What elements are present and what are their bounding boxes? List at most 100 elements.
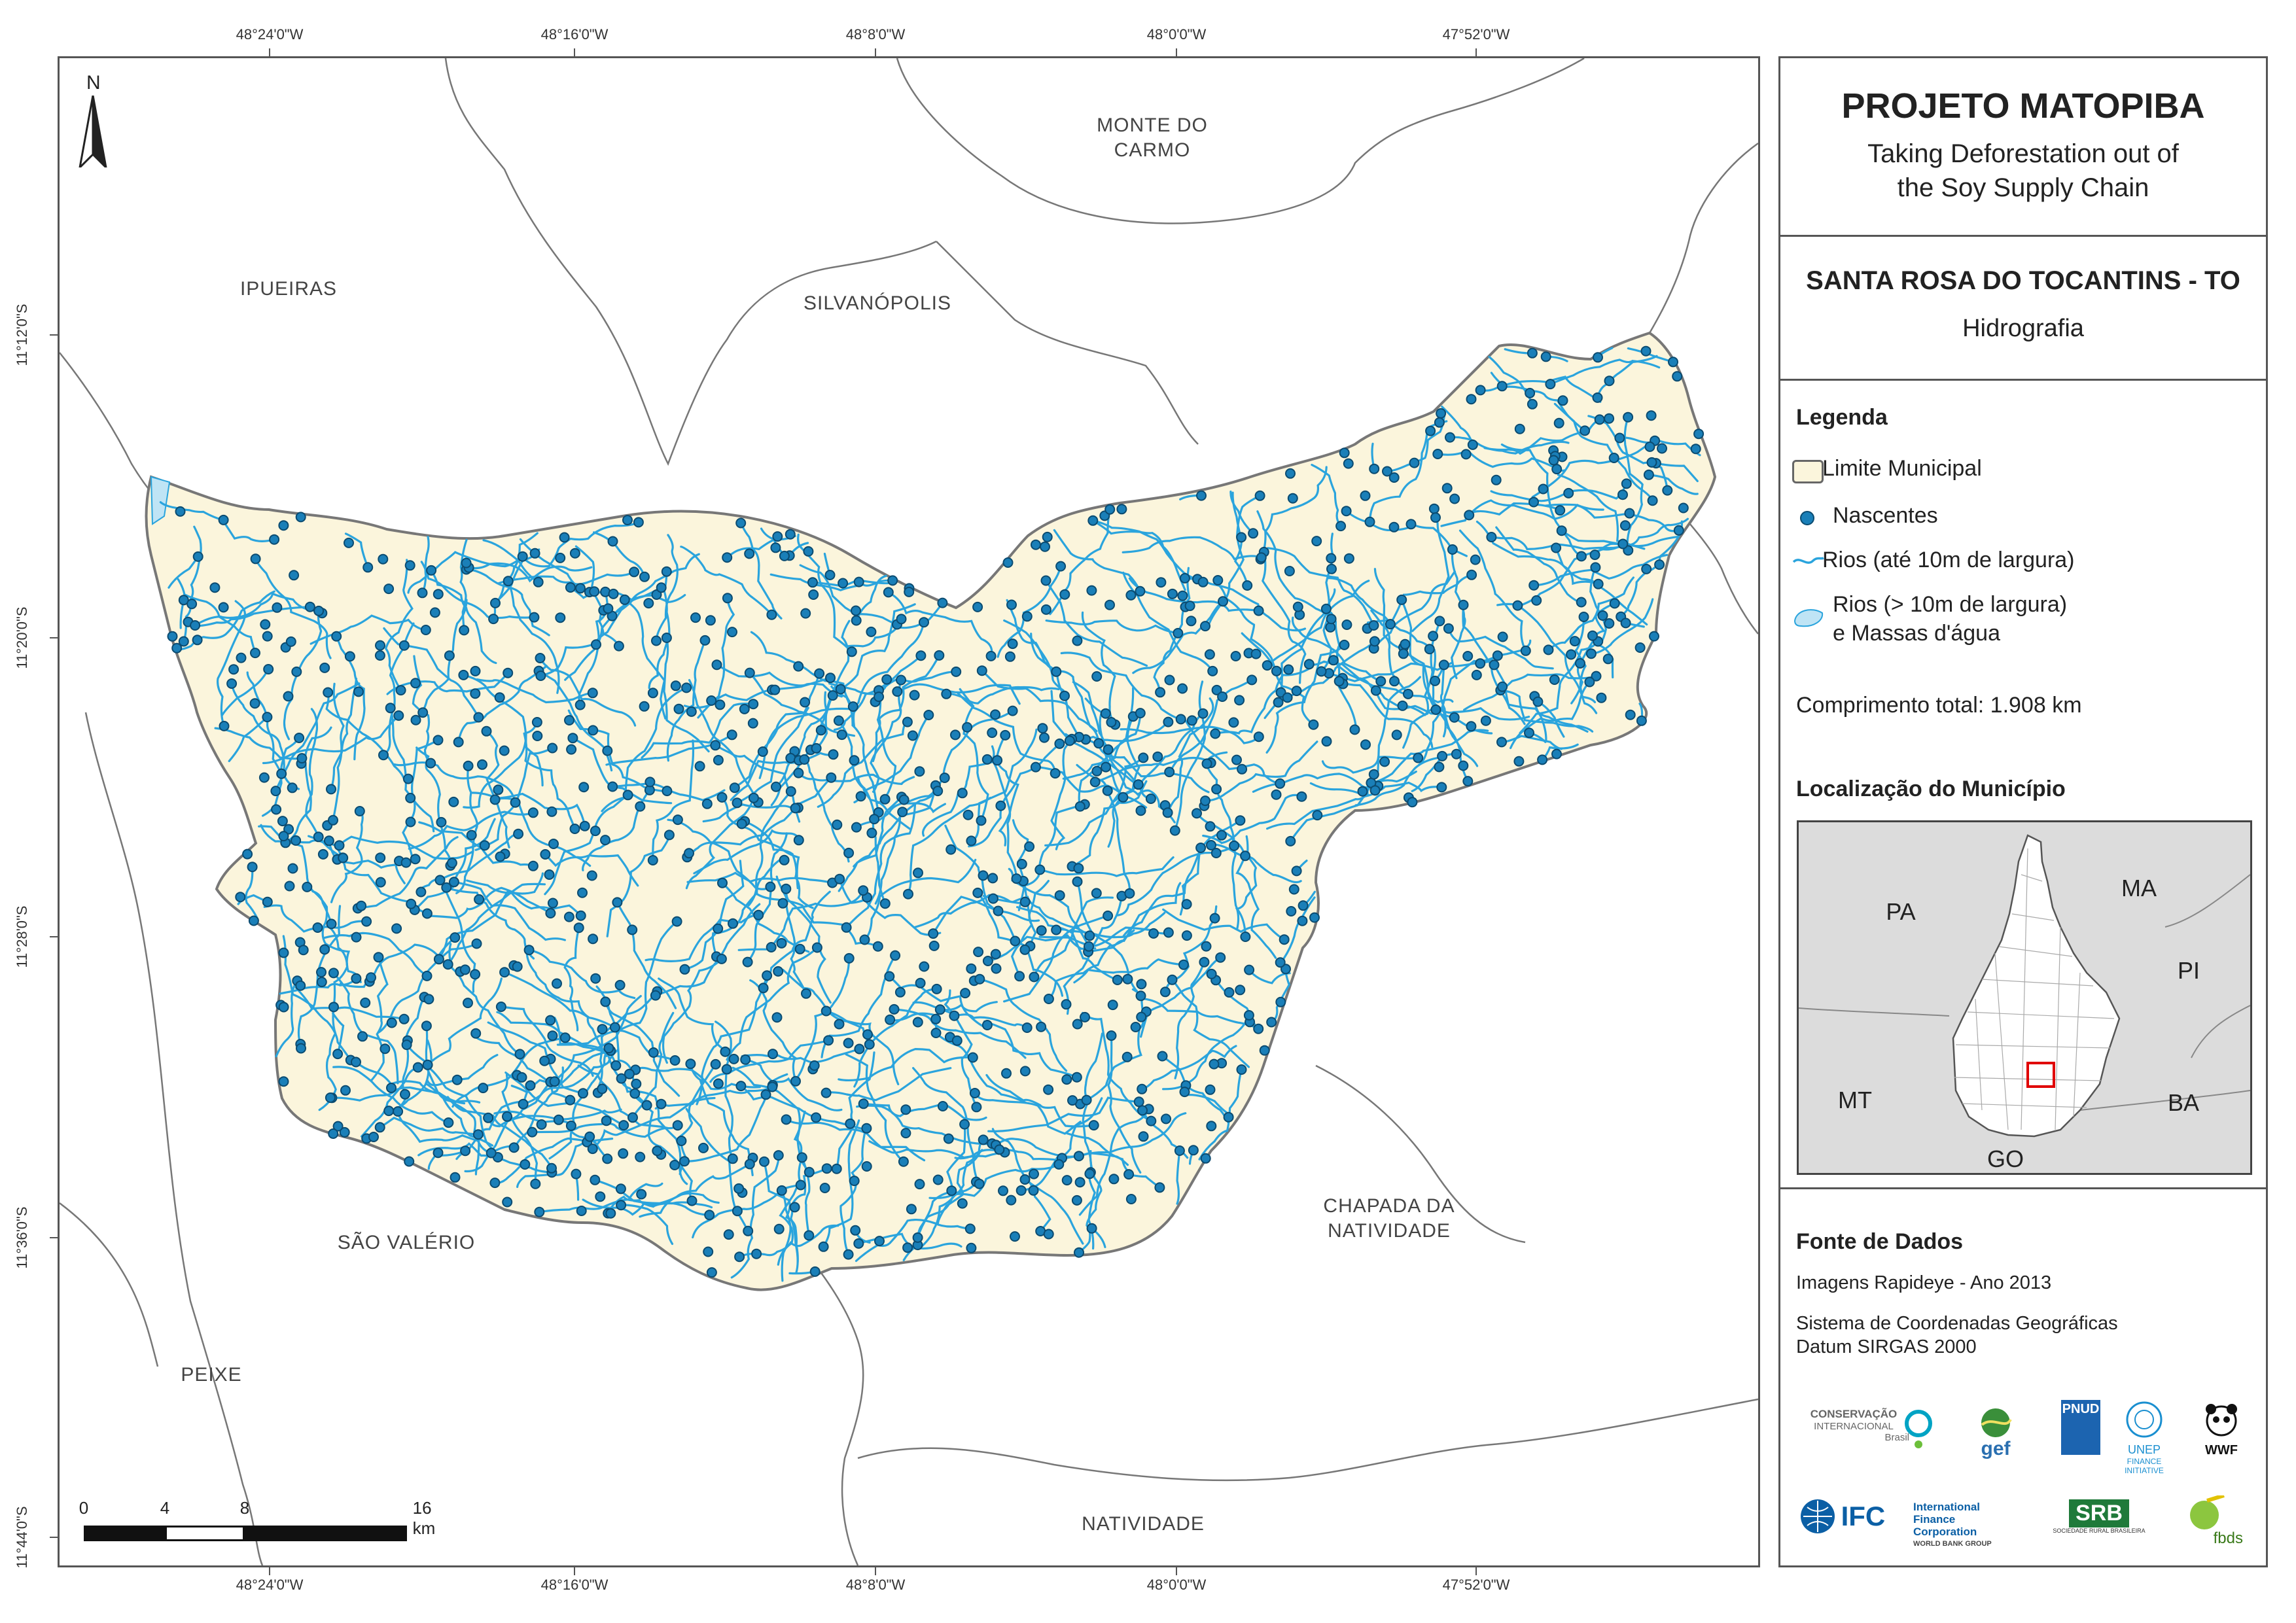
- river-segment: [825, 1067, 952, 1102]
- river-segment: [1072, 681, 1124, 799]
- river-segment: [1174, 961, 1205, 1079]
- spring-point: [1123, 1169, 1135, 1180]
- spring-point: [974, 973, 985, 985]
- spring-point: [171, 642, 183, 654]
- spring-point: [794, 943, 805, 954]
- spring-point: [1624, 508, 1635, 519]
- spring-point: [1093, 738, 1104, 749]
- spring-point: [323, 835, 334, 846]
- spring-point: [540, 849, 551, 860]
- river-segment: [274, 682, 361, 792]
- spring-point: [879, 898, 891, 909]
- spring-point: [624, 1068, 635, 1079]
- spring-point: [565, 582, 576, 593]
- spring-point: [591, 639, 601, 650]
- spring-point: [1644, 441, 1655, 452]
- spring-point: [1108, 1174, 1120, 1185]
- spring-point: [861, 1123, 872, 1134]
- river-segment: [815, 620, 851, 750]
- logo-conservacao-internacional: CONSERVAÇÃO INTERNACIONAL Brasil: [1810, 1408, 1909, 1443]
- spring-point: [451, 1074, 463, 1085]
- river-segment: [769, 573, 894, 591]
- spring-point: [962, 722, 973, 733]
- river-segment: [1547, 576, 1634, 651]
- spring-point: [661, 633, 672, 643]
- fonte-sistema: Sistema de Coordenadas Geográficas: [1796, 1313, 2118, 1334]
- river-segment: [417, 1142, 553, 1174]
- tick: [1475, 48, 1477, 56]
- spring-point: [219, 720, 230, 731]
- river-segment: [279, 977, 357, 995]
- spring-point: [951, 666, 962, 677]
- spring-point: [1597, 610, 1608, 621]
- theme-title: Hidrografia: [1962, 315, 2084, 342]
- logo-pnud: PNUD: [2055, 1400, 2107, 1455]
- spring-point: [1690, 444, 1701, 455]
- river-segment: [448, 943, 521, 1055]
- spring-point: [1043, 1229, 1054, 1240]
- spring-point: [1575, 658, 1585, 669]
- spring-point: [1462, 776, 1474, 787]
- spring-point: [1608, 453, 1619, 463]
- spring-point: [603, 1043, 614, 1054]
- river-segment: [175, 590, 275, 651]
- river-segment: [1499, 689, 1594, 733]
- spring-point: [1527, 347, 1538, 358]
- spring-point: [304, 601, 315, 612]
- spring-point: [773, 1150, 784, 1161]
- spring-point: [1335, 521, 1347, 532]
- spring-point: [994, 1144, 1005, 1155]
- spring-point: [533, 576, 544, 587]
- spring-point: [1074, 801, 1086, 812]
- river-segment: [1373, 568, 1409, 695]
- spring-point: [1087, 515, 1099, 526]
- river-segment: [384, 559, 414, 691]
- spring-point: [1360, 490, 1371, 501]
- spring-point: [978, 1134, 989, 1145]
- river-segment: [917, 1149, 983, 1239]
- spring-point: [1594, 414, 1605, 425]
- spring-point: [295, 512, 306, 523]
- spring-point: [1130, 1022, 1141, 1032]
- river-segment: [838, 1047, 974, 1082]
- spring-point: [898, 794, 910, 805]
- spring-point: [1200, 1153, 1211, 1164]
- spring-point: [671, 916, 682, 927]
- river-segment: [852, 621, 925, 727]
- coord-bottom-1: 48°24'0"W: [236, 1577, 304, 1593]
- spring-point: [178, 636, 189, 647]
- spring-point: [590, 973, 601, 984]
- spring-point: [421, 1021, 432, 1032]
- spring-point: [919, 961, 930, 972]
- spring-point: [1136, 979, 1147, 990]
- spring-point: [851, 822, 862, 833]
- spring-point: [1339, 447, 1350, 459]
- spring-point: [339, 1126, 350, 1138]
- spring-point: [945, 844, 957, 855]
- river-segment: [932, 896, 1040, 935]
- river-segment: [323, 932, 429, 977]
- spring-point: [490, 597, 501, 608]
- spring-point: [635, 1151, 646, 1162]
- spring-point: [547, 898, 558, 909]
- river-segment: [715, 663, 843, 698]
- spring-point: [1037, 723, 1048, 734]
- scale-tick-4: 4: [160, 1498, 170, 1518]
- river-segment: [1519, 640, 1599, 735]
- spring-point: [518, 1098, 529, 1109]
- spring-point: [1647, 495, 1658, 506]
- spring-point: [1064, 735, 1075, 746]
- spring-point: [1167, 974, 1178, 985]
- spring-point: [1275, 957, 1286, 968]
- spring-point: [1432, 449, 1443, 459]
- spring-point: [278, 831, 289, 842]
- spring-point: [1548, 455, 1559, 466]
- spring-point: [530, 1178, 541, 1189]
- spring-point: [494, 692, 505, 703]
- spring-point: [332, 1049, 344, 1060]
- spring-point: [1084, 941, 1094, 952]
- spring-point: [410, 714, 421, 725]
- spring-point: [1135, 708, 1146, 719]
- spring-point: [415, 886, 427, 898]
- spring-point: [1643, 469, 1654, 480]
